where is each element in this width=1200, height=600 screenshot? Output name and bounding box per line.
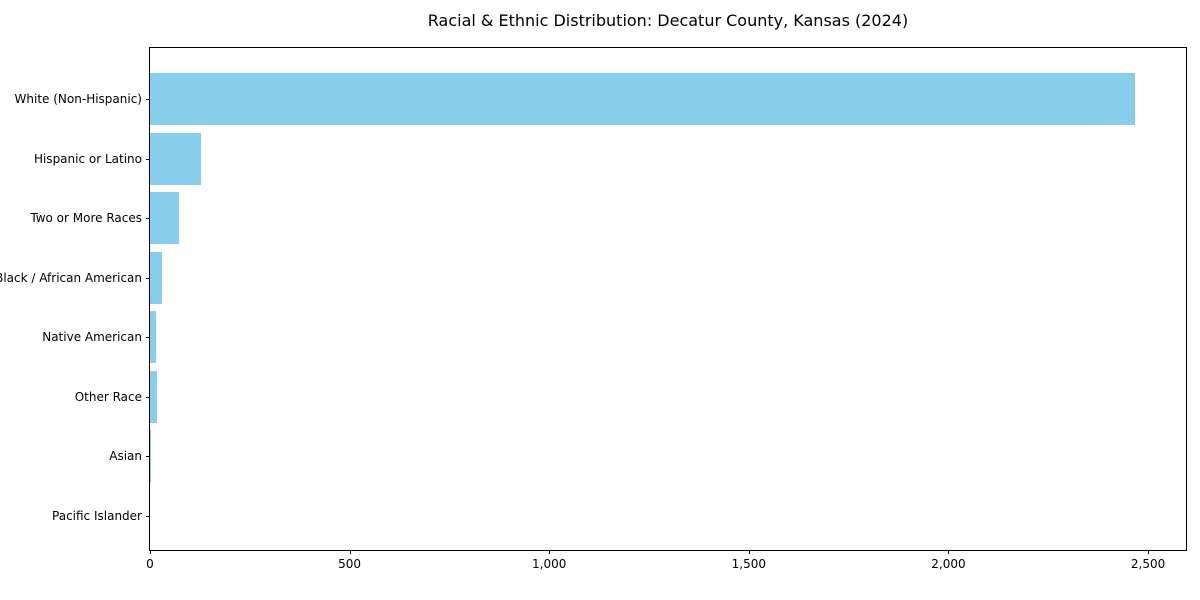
plot-area: White (Non-Hispanic) Hispanic or Latino Tw… <box>0 47 1187 571</box>
x-tick-label-1000: 1,000 <box>532 557 567 571</box>
x-axis-tick <box>349 550 351 554</box>
y-label-two-or-more-races: Two or More Races <box>30 211 142 226</box>
bar-two-or-more-races <box>150 192 179 245</box>
y-label-asian: Asian <box>109 449 142 464</box>
y-axis-tick <box>146 456 150 458</box>
bar-black-african-american <box>150 251 162 304</box>
x-axis-tick <box>150 550 151 554</box>
chart-title: Racial & Ethnic Distribution: Decatur Co… <box>427 11 909 30</box>
bar-other-race <box>150 370 158 423</box>
y-axis-tick <box>146 218 150 220</box>
y-label-pacific-islander: Pacific Islander <box>52 508 142 523</box>
x-tick-label-500: 500 <box>338 557 362 571</box>
x-tick-label-2500: 2,500 <box>1130 557 1166 571</box>
x-axis-tick <box>549 550 551 554</box>
y-label-native-american: Native American <box>42 330 142 345</box>
x-tick-label-2000: 2,000 <box>931 557 966 571</box>
y-axis-tick <box>146 396 150 398</box>
y-label-white-non-hispanic: White (Non-Hispanic) <box>14 92 142 106</box>
bar-asian <box>150 430 151 483</box>
y-axis-tick <box>146 158 150 160</box>
x-tick-label-0: 0 <box>146 557 154 571</box>
bar-hispanic-or-latino <box>150 132 202 185</box>
y-axis-tick <box>146 515 150 517</box>
y-label-other-race: Other Race <box>74 389 142 404</box>
y-label-black-african-american: Black / African American <box>0 270 142 285</box>
bar-white-non-hispanic <box>150 73 1136 125</box>
y-axis-tick <box>146 277 150 279</box>
y-label-hispanic-or-latino: Hispanic or Latino <box>33 151 142 166</box>
y-axis-tick <box>146 99 150 100</box>
x-axis-tick <box>1148 550 1150 554</box>
bar-native-american <box>150 311 156 364</box>
x-axis-tick <box>748 550 750 554</box>
x-tick-label-1500: 1,500 <box>731 557 767 571</box>
y-axis-tick <box>146 337 150 339</box>
x-axis-tick <box>948 550 950 554</box>
